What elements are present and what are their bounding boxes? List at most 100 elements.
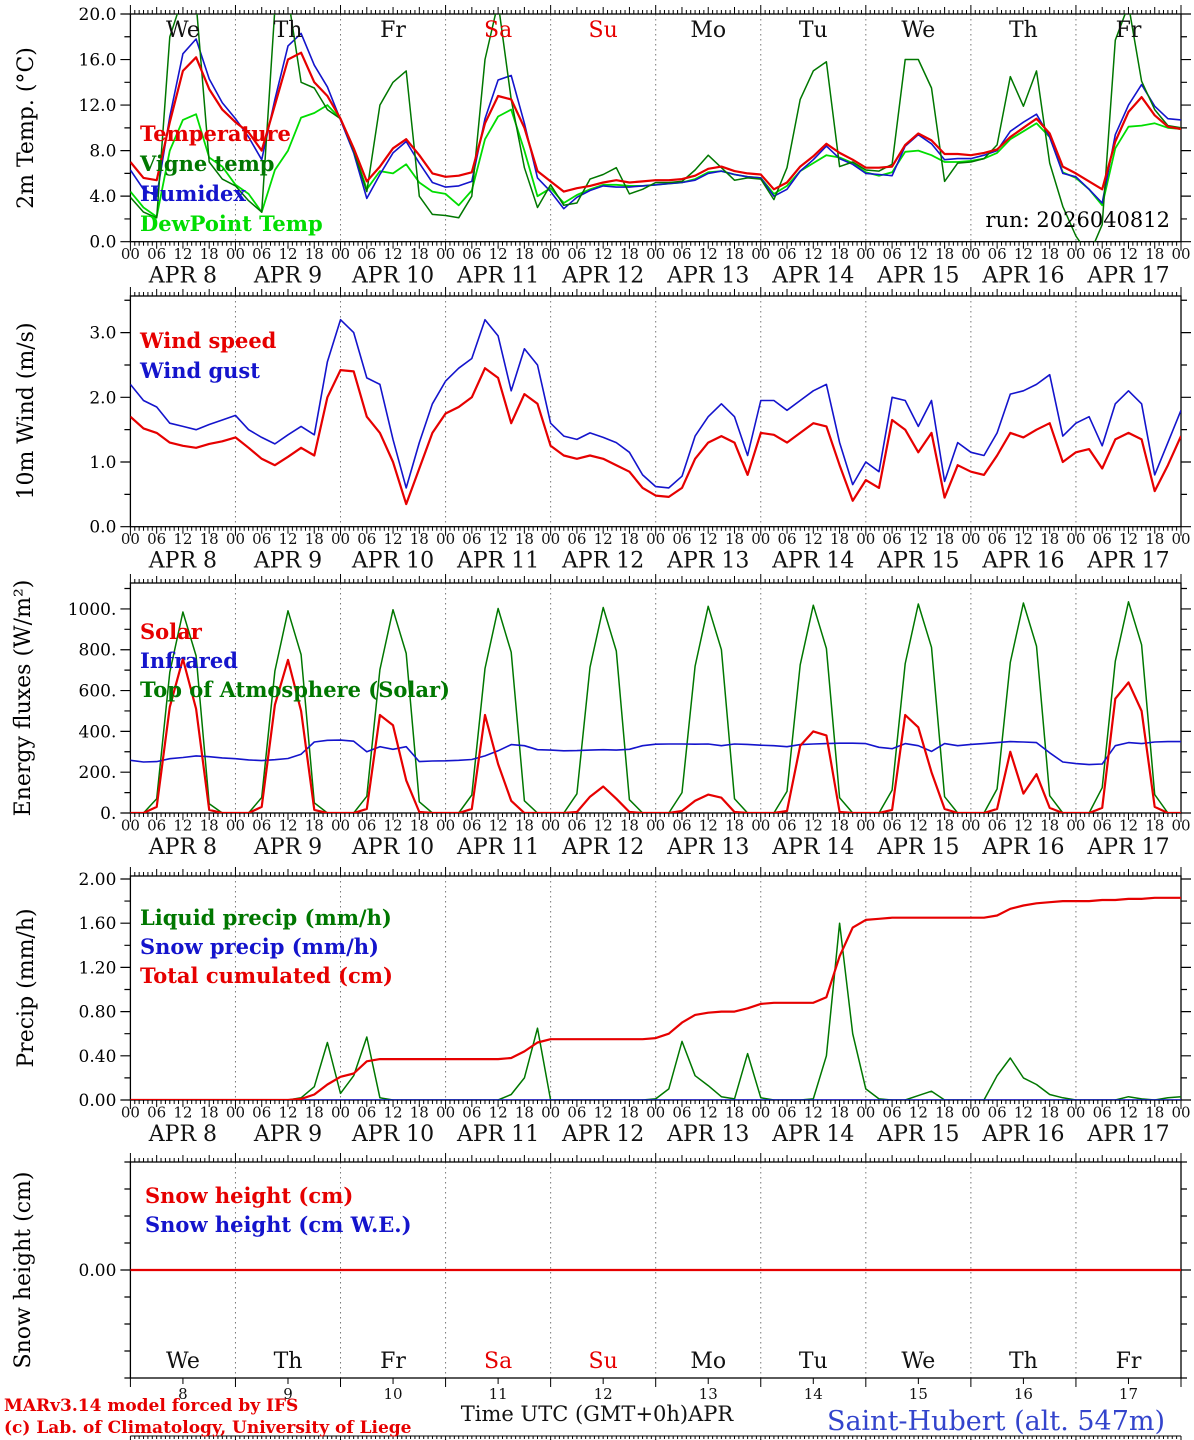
- svg-text:06: 06: [1093, 530, 1112, 548]
- svg-text:18: 18: [830, 1104, 849, 1122]
- svg-text:06: 06: [357, 817, 376, 835]
- date-labels: APR 8 APR 9 APR 10 APR 11 APR 12 APR 13 APR 14…: [148, 549, 1170, 574]
- svg-text:00: 00: [1171, 530, 1190, 548]
- svg-text:APR 14: APR 14: [771, 835, 854, 860]
- svg-text:00: 00: [751, 1104, 770, 1122]
- svg-text:06: 06: [883, 1104, 902, 1122]
- hour-labels: 00 06 12 18 00 06 12 18 00 06 12 18 00 06 12 18 00 06 12 18…: [121, 817, 1191, 835]
- svg-text:12: 12: [1014, 530, 1033, 548]
- svg-text:12: 12: [489, 245, 508, 263]
- svg-text:APR 12: APR 12: [561, 264, 644, 289]
- svg-text:18: 18: [410, 245, 429, 263]
- svg-text:06: 06: [672, 245, 691, 263]
- svg-text:APR 11: APR 11: [456, 264, 539, 289]
- svg-text:APR 9: APR 9: [253, 549, 322, 574]
- y-tick-label: 1.60: [79, 914, 117, 934]
- svg-text:06: 06: [672, 817, 691, 835]
- svg-text:APR 12: APR 12: [561, 1122, 644, 1147]
- svg-text:06: 06: [462, 1104, 481, 1122]
- svg-text:18: 18: [305, 245, 324, 263]
- svg-text:APR 11: APR 11: [456, 549, 539, 574]
- svg-text:00: 00: [436, 530, 455, 548]
- svg-text:12: 12: [804, 817, 823, 835]
- svg-text:12: 12: [384, 817, 403, 835]
- svg-text:00: 00: [1171, 1104, 1190, 1122]
- series-line-total-cumulated-cm-: [130, 896, 1181, 1100]
- svg-text:12: 12: [278, 530, 297, 548]
- svg-text:18: 18: [305, 1104, 324, 1122]
- svg-text:00: 00: [226, 245, 245, 263]
- svg-text:12: 12: [278, 245, 297, 263]
- svg-text:06: 06: [567, 817, 586, 835]
- svg-text:18: 18: [305, 817, 324, 835]
- y-tick-label: 600.: [79, 682, 117, 702]
- svg-text:06: 06: [357, 1104, 376, 1122]
- y-axis-title-energy: Energy fluxes (W/m²): [11, 579, 36, 817]
- svg-text:APR 8: APR 8: [148, 549, 217, 574]
- svg-text:06: 06: [567, 1104, 586, 1122]
- svg-text:06: 06: [147, 1104, 166, 1122]
- y-tick-label: 0.40: [79, 1047, 117, 1067]
- svg-text:APR 9: APR 9: [253, 835, 322, 860]
- svg-text:Sa: Sa: [484, 18, 512, 43]
- svg-text:APR 15: APR 15: [876, 549, 959, 574]
- svg-text:18: 18: [515, 817, 534, 835]
- day-gridlines: [234, 583, 1077, 813]
- y-tick-label: 800.: [79, 641, 117, 661]
- panel-4: 0.00 0.40 0.80 1.20 1.60 2.00 00 06 12 18 00 06 12 18…: [79, 867, 1191, 1147]
- panel-1: 0.04.08.012.016.020.000 06 12 18 00 06 12 18 00 0…: [79, 5, 1191, 289]
- svg-text:Fr: Fr: [380, 18, 406, 43]
- legend-total-cumulated: Total cumulated (cm): [140, 963, 393, 988]
- svg-text:Mo: Mo: [690, 18, 726, 43]
- svg-text:00: 00: [226, 1104, 245, 1122]
- y-tick-label: 0.00: [79, 1091, 117, 1111]
- svg-text:12: 12: [594, 1385, 613, 1403]
- svg-text:18: 18: [725, 530, 744, 548]
- svg-text:18: 18: [725, 817, 744, 835]
- svg-text:18: 18: [935, 245, 954, 263]
- panel-3: 0.200.400.600.800.1000.00 06 12 18 00 06 12 18 0…: [68, 574, 1191, 860]
- y-tick-label: 1000.: [68, 600, 117, 620]
- svg-text:Su: Su: [589, 18, 618, 43]
- day-gridlines: [234, 1162, 1077, 1378]
- y-ticks: [120, 878, 1191, 1101]
- series-line-solar: [130, 657, 1181, 813]
- svg-text:00: 00: [331, 530, 350, 548]
- y-ticks: [120, 1161, 1191, 1379]
- svg-text:18: 18: [935, 817, 954, 835]
- y-tick-label: 200.: [79, 763, 117, 783]
- svg-text:16: 16: [1014, 1385, 1033, 1403]
- svg-text:12: 12: [909, 1104, 928, 1122]
- y-tick-label: 0.0: [89, 518, 116, 538]
- svg-text:06: 06: [883, 245, 902, 263]
- svg-text:Fr: Fr: [1116, 1349, 1142, 1374]
- svg-text:Th: Th: [1009, 18, 1038, 43]
- svg-text:06: 06: [252, 530, 271, 548]
- svg-text:06: 06: [147, 245, 166, 263]
- svg-text:12: 12: [1119, 817, 1138, 835]
- svg-text:12: 12: [489, 530, 508, 548]
- hour-tick-comb: [129, 574, 1182, 822]
- day-gridlines: [234, 14, 1077, 242]
- svg-text:APR 16: APR 16: [981, 264, 1064, 289]
- svg-text:12: 12: [1119, 530, 1138, 548]
- svg-text:12: 12: [278, 1104, 297, 1122]
- svg-text:Sa: Sa: [484, 1349, 512, 1374]
- hour-tick-comb: [129, 1153, 1182, 1387]
- svg-text:06: 06: [567, 530, 586, 548]
- y-ticks: [120, 299, 1191, 528]
- svg-text:06: 06: [357, 530, 376, 548]
- svg-text:APR 10: APR 10: [351, 1122, 434, 1147]
- svg-text:00: 00: [541, 530, 560, 548]
- svg-text:06: 06: [777, 817, 796, 835]
- svg-text:APR 14: APR 14: [771, 264, 854, 289]
- series-line-wind-speed: [130, 367, 1181, 506]
- svg-text:00: 00: [121, 1104, 140, 1122]
- svg-text:12: 12: [699, 1104, 718, 1122]
- svg-text:12: 12: [173, 1104, 192, 1122]
- svg-text:06: 06: [462, 530, 481, 548]
- y-tick-label: 0.0: [89, 233, 116, 253]
- svg-text:18: 18: [620, 817, 639, 835]
- svg-text:APR 10: APR 10: [351, 264, 434, 289]
